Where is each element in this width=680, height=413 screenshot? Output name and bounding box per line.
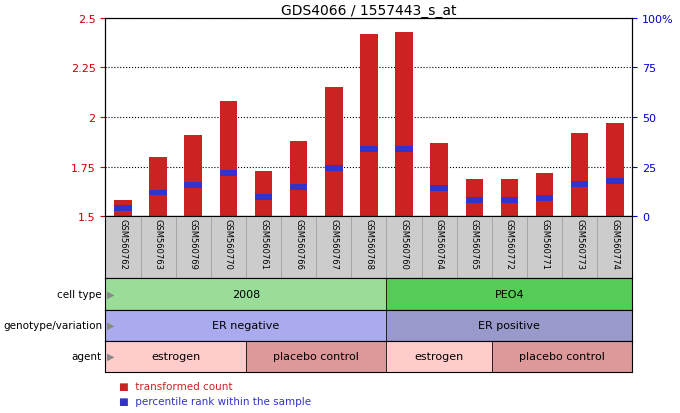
Bar bbox=[492, 341, 632, 372]
Text: PEO4: PEO4 bbox=[494, 289, 524, 299]
Text: GSM560768: GSM560768 bbox=[364, 219, 373, 270]
Bar bbox=[430, 185, 448, 191]
Text: GSM560762: GSM560762 bbox=[118, 219, 127, 269]
Bar bbox=[246, 341, 386, 372]
Bar bbox=[536, 173, 554, 217]
Text: 2008: 2008 bbox=[232, 289, 260, 299]
Bar bbox=[606, 123, 624, 217]
Text: ▶: ▶ bbox=[107, 289, 114, 299]
Text: GSM560765: GSM560765 bbox=[470, 219, 479, 269]
Bar bbox=[466, 198, 483, 204]
Bar bbox=[386, 310, 632, 341]
Text: GSM560760: GSM560760 bbox=[400, 219, 409, 269]
Text: ER positive: ER positive bbox=[479, 320, 541, 330]
Text: GSM560766: GSM560766 bbox=[294, 219, 303, 270]
Text: GSM560761: GSM560761 bbox=[259, 219, 268, 269]
Bar bbox=[114, 205, 132, 211]
Bar bbox=[290, 142, 307, 217]
Bar bbox=[220, 171, 237, 177]
Text: placebo control: placebo control bbox=[273, 351, 359, 361]
Bar bbox=[536, 196, 554, 202]
Text: estrogen: estrogen bbox=[151, 351, 201, 361]
Text: GSM560773: GSM560773 bbox=[575, 219, 584, 270]
Text: ER negative: ER negative bbox=[212, 320, 279, 330]
Bar bbox=[105, 341, 246, 372]
Text: GSM560774: GSM560774 bbox=[611, 219, 619, 269]
Text: genotype/variation: genotype/variation bbox=[3, 320, 102, 330]
Bar bbox=[220, 102, 237, 217]
Text: GSM560771: GSM560771 bbox=[540, 219, 549, 269]
Bar bbox=[255, 195, 272, 201]
Bar bbox=[150, 157, 167, 217]
Bar bbox=[430, 143, 448, 217]
Bar bbox=[360, 147, 377, 153]
Bar bbox=[571, 133, 588, 217]
Bar bbox=[290, 185, 307, 190]
Text: ■  percentile rank within the sample: ■ percentile rank within the sample bbox=[119, 396, 311, 406]
Text: cell type: cell type bbox=[57, 289, 102, 299]
Bar bbox=[184, 135, 202, 217]
Bar bbox=[360, 34, 377, 217]
Text: GSM560769: GSM560769 bbox=[189, 219, 198, 269]
Title: GDS4066 / 1557443_s_at: GDS4066 / 1557443_s_at bbox=[281, 4, 457, 18]
Text: GSM560772: GSM560772 bbox=[505, 219, 514, 269]
Text: ■  transformed count: ■ transformed count bbox=[119, 381, 233, 391]
Bar bbox=[500, 179, 518, 217]
Bar bbox=[386, 341, 492, 372]
Bar bbox=[325, 166, 343, 172]
Text: GSM560764: GSM560764 bbox=[435, 219, 443, 269]
Text: ▶: ▶ bbox=[107, 320, 114, 330]
Bar bbox=[105, 310, 386, 341]
Bar bbox=[500, 198, 518, 204]
Bar bbox=[325, 88, 343, 217]
Bar bbox=[395, 146, 413, 152]
Text: ▶: ▶ bbox=[107, 351, 114, 361]
Text: GSM560770: GSM560770 bbox=[224, 219, 233, 269]
Bar bbox=[255, 171, 272, 217]
Text: estrogen: estrogen bbox=[415, 351, 464, 361]
Bar bbox=[184, 183, 202, 188]
Text: GSM560763: GSM560763 bbox=[154, 219, 163, 270]
Bar bbox=[466, 179, 483, 217]
Text: GSM560767: GSM560767 bbox=[329, 219, 338, 270]
Bar bbox=[395, 33, 413, 217]
Bar bbox=[105, 279, 386, 310]
Bar bbox=[606, 178, 624, 184]
Bar bbox=[571, 182, 588, 188]
Bar bbox=[150, 190, 167, 196]
Text: placebo control: placebo control bbox=[520, 351, 605, 361]
Bar bbox=[114, 201, 132, 217]
Text: agent: agent bbox=[72, 351, 102, 361]
Bar bbox=[386, 279, 632, 310]
